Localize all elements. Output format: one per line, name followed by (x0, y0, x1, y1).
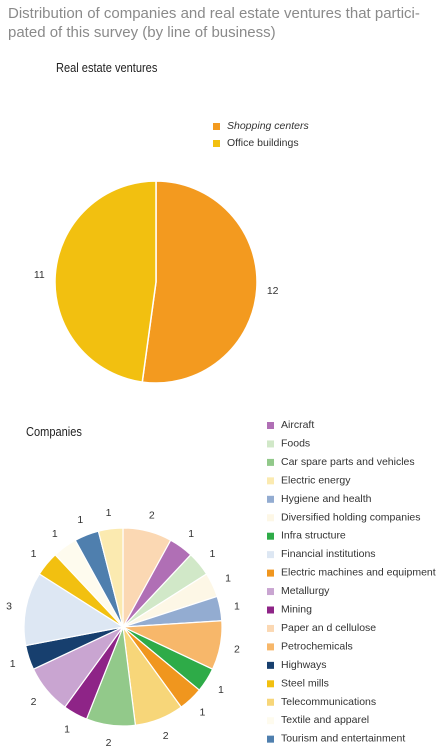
slice-value-label-textile-and-apparel: 1 (52, 528, 58, 540)
legend-swatch-metallurgy (267, 588, 274, 596)
slice-value-label-financial-institutions: 3 (6, 600, 12, 612)
legend-swatch-infra-structure (267, 532, 274, 540)
legend-swatch-mining (267, 606, 274, 614)
slice-value-label-tourism-and-entertainment: 1 (77, 514, 83, 526)
legend-label-shopping-centers: Shopping centers (227, 120, 309, 132)
legend-label-aircraft: Aircraft (281, 419, 314, 431)
legend-label-foods: Foods (281, 437, 310, 449)
slice-value-label-shopping-centers: 12 (267, 285, 279, 297)
legend-swatch-tourism-and-entertainment (267, 735, 274, 743)
slice-value-label-paper-an-d-cellulose: 2 (149, 510, 155, 522)
pie-slice-office-buildings (54, 180, 157, 383)
slice-value-label-electric-machines-and-equipment: 1 (199, 707, 205, 719)
real-estate-pie: 12 11 (34, 180, 279, 384)
legend-swatch-aircraft (267, 422, 274, 429)
legend-label-infra-structure: Infra structure (281, 530, 346, 542)
slice-value-label-diversified-holding-companies: 1 (225, 573, 231, 585)
slice-value-label-aircraft: 1 (188, 528, 194, 540)
companies-chart-title: Companies (26, 424, 82, 439)
slice-value-label-infra-structure: 1 (218, 684, 224, 696)
legend-label-metallurgy: Metallurgy (281, 585, 330, 597)
slice-value-label-hygiene-and-health: 1 (234, 600, 240, 612)
figure-title: Distribution of companies and real estat… (8, 4, 433, 42)
legend-swatch-telecommunications (267, 698, 274, 706)
legend-swatch-foods (267, 440, 274, 448)
real-estate-chart-title: Real estate ventures (56, 60, 158, 75)
slice-value-label-mining: 1 (64, 724, 70, 736)
slice-value-label-steel-mills: 1 (31, 548, 37, 560)
slice-value-label-office-buildings: 11 (34, 269, 45, 281)
legend-swatch-steel-mills (267, 680, 274, 688)
legend-swatch-shopping-centers (213, 123, 220, 130)
legend-swatch-electric-energy (267, 477, 274, 485)
legend-label-hygiene-and-health: Hygiene and health (281, 493, 372, 505)
legend-label-telecommunications: Telecommunications (281, 696, 376, 708)
legend-swatch-diversified-holding-companies (267, 514, 274, 522)
legend-swatch-petrochemicals (267, 643, 274, 651)
slice-value-label-telecommunications: 2 (163, 730, 169, 742)
legend-label-textile-and-apparel: Textile and apparel (281, 714, 369, 726)
slice-value-label-highways: 1 (10, 658, 16, 670)
legend-label-office-buildings: Office buildings (227, 137, 299, 149)
companies-legend: Aircraft Foods Car spare parts and vehicle… (267, 419, 436, 745)
pie-slice-electric-energy (97, 527, 124, 628)
legend-label-electric-energy: Electric energy (281, 474, 351, 486)
pie-slice-financial-institutions (23, 573, 125, 647)
legend-swatch-paper-an-d-cellulose (267, 624, 274, 632)
figure-title-line-2: pated of this survey (by line of busines… (8, 24, 276, 41)
legend-label-tourism-and-entertainment: Tourism and entertainment (281, 733, 405, 745)
legend-label-electric-machines-and-equipment: Electric machines and equipment (281, 567, 436, 579)
real-estate-legend: Shopping centers Office buildings (213, 120, 309, 149)
legend-swatch-highways (267, 661, 274, 669)
legend-label-diversified-holding-companies: Diversified holding companies (281, 511, 421, 523)
legend-swatch-textile-and-apparel (267, 717, 274, 725)
figure-title-line-1: Distribution of companies and real estat… (8, 5, 420, 22)
legend-swatch-car-spare-parts-and-vehicles (267, 458, 274, 466)
legend-label-mining: Mining (281, 604, 312, 616)
legend-label-financial-institutions: Financial institutions (281, 548, 376, 560)
legend-swatch-hygiene-and-health (267, 495, 274, 503)
legend-label-paper-an-d-cellulose: Paper an d cellulose (281, 622, 376, 634)
legend-swatch-financial-institutions (267, 551, 274, 559)
companies-pie: 2 1 1 1 1 2 1 1 2 2 1 2 1 3 1 1 1 1 (6, 507, 240, 749)
slice-value-label-petrochemicals: 2 (234, 644, 240, 656)
legend-swatch-electric-machines-and-equipment (267, 569, 274, 577)
legend-label-car-spare-parts-and-vehicles: Car spare parts and vehicles (281, 456, 415, 468)
slice-value-label-electric-energy: 1 (106, 507, 112, 519)
legend-label-petrochemicals: Petrochemicals (281, 640, 353, 652)
legend-swatch-office-buildings (213, 140, 220, 147)
legend-label-highways: Highways (281, 659, 327, 671)
slice-value-label-metallurgy: 2 (31, 696, 37, 708)
slice-value-label-car-spare-parts-and-vehicles: 2 (106, 737, 112, 749)
legend-label-steel-mills: Steel mills (281, 677, 329, 689)
slice-value-label-foods: 1 (209, 548, 215, 560)
pie-slice-shopping-centers (141, 180, 258, 384)
